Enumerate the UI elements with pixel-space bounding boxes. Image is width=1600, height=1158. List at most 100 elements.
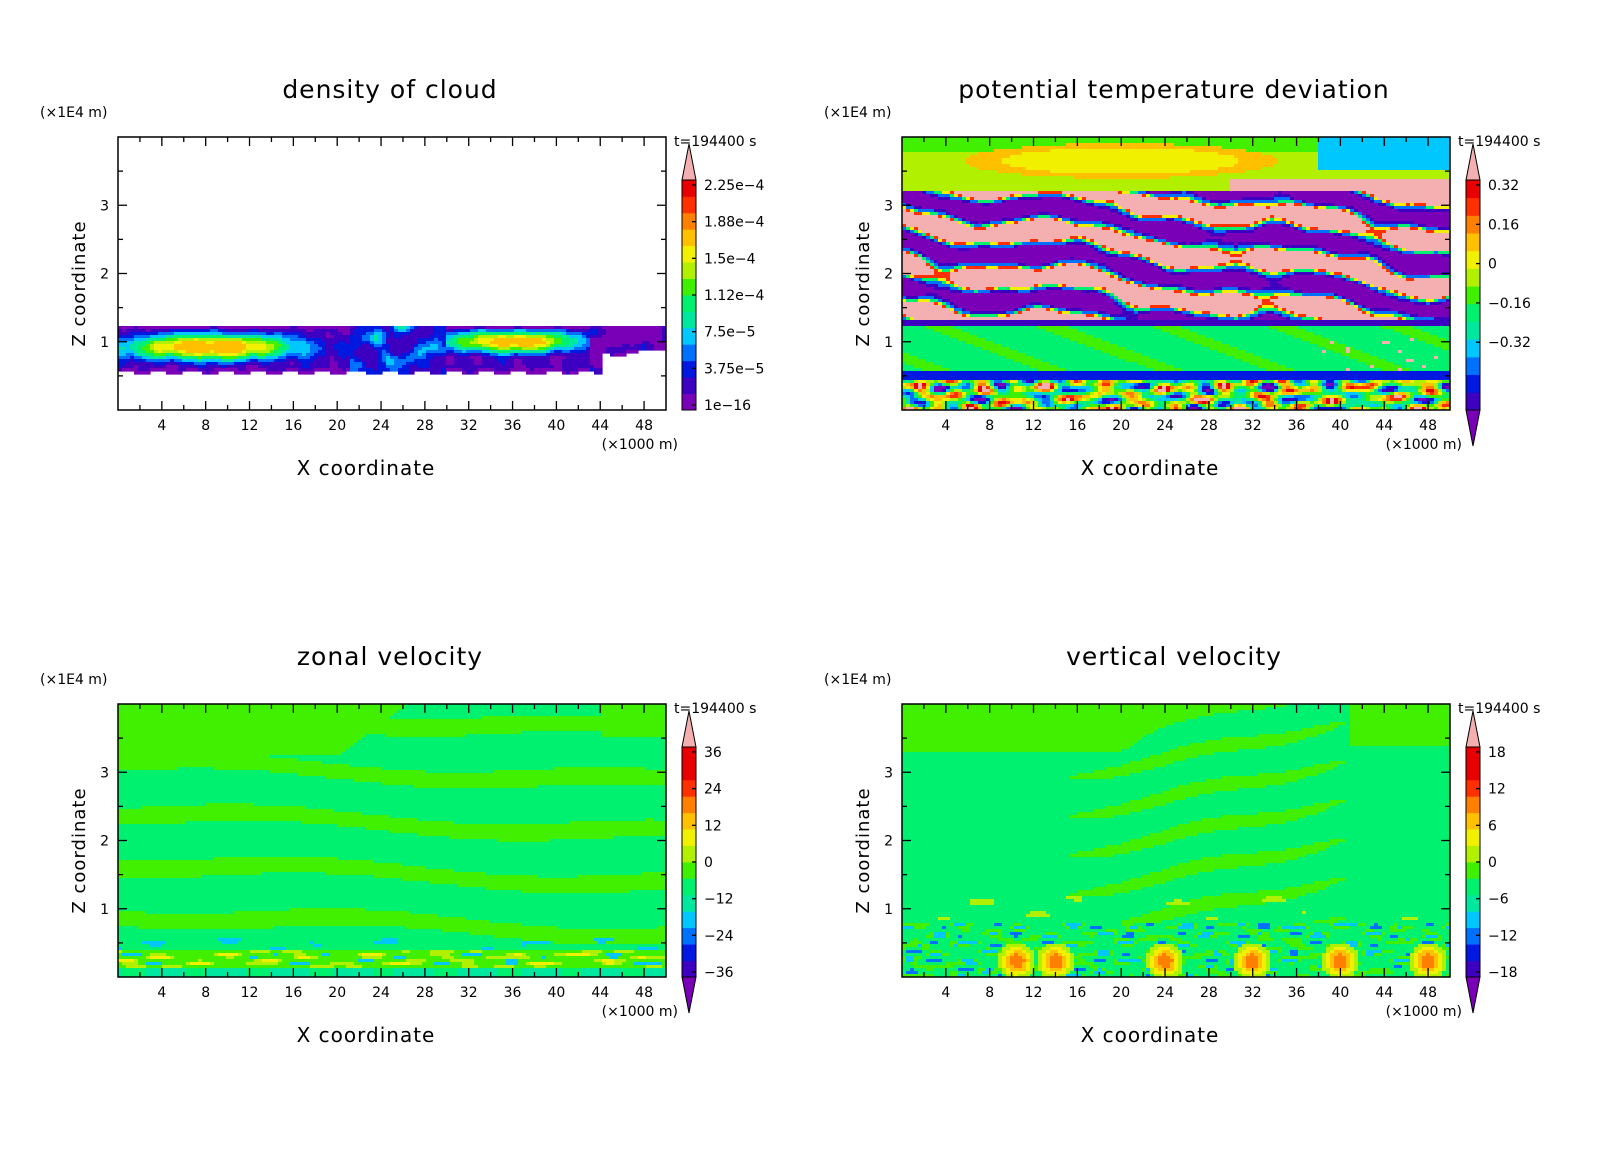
x-tick-label: 24 (372, 985, 390, 1001)
x-tick-label: 16 (1068, 418, 1086, 434)
x-tick-label: 28 (1200, 985, 1218, 1001)
x-tick-label: 48 (635, 418, 653, 434)
time-label: t=194400 s (1458, 701, 1540, 717)
x-tick-label: 12 (241, 985, 259, 1001)
colorbar-swatch (682, 960, 696, 978)
colorbar: 36 24 12 0 −12 −24 −36 (681, 710, 734, 1014)
colorbar-swatch (1466, 894, 1480, 912)
colorbar-swatch (1466, 303, 1480, 322)
colorbar-label: −12 (704, 892, 734, 908)
time-label: t=194400 s (674, 134, 756, 150)
y-tick-label: 2 (884, 267, 893, 283)
colorbar-label: 0 (1488, 855, 1497, 871)
x-tick-label: 48 (1419, 418, 1437, 434)
colorbar-label: −12 (1488, 928, 1518, 944)
y-tick-label: 3 (100, 198, 109, 214)
x-tick-label: 44 (591, 418, 609, 434)
x-tick-label: 4 (941, 985, 950, 1001)
x-tick-label: 16 (284, 985, 302, 1001)
x-tick-label: 12 (1025, 418, 1043, 434)
colorbar-label: 1.12e−4 (704, 288, 765, 304)
colorbar-label: 36 (704, 745, 722, 761)
x-unit-label: (×1000 m) (602, 1004, 678, 1020)
colorbar-swatch (1466, 763, 1480, 781)
y-tick-label: 3 (100, 765, 109, 781)
x-axis-label: X coordinate (1081, 456, 1220, 480)
y-tick-label: 2 (100, 834, 109, 850)
colorbar: 2.25e−4 1.88e−4 1.5e−4 1.12e−4 7.5e−5 3.75e−5… (681, 143, 765, 414)
chart-title: vertical velocity (1066, 642, 1282, 671)
colorbar-label: 7.5e−5 (704, 325, 756, 341)
x-tick-label: 4 (941, 418, 950, 434)
chart-title: density of cloud (282, 75, 497, 104)
x-tick-label: 40 (547, 985, 565, 1001)
colorbar-label: 3.75e−5 (704, 361, 764, 377)
x-tick-label: 44 (1375, 985, 1393, 1001)
x-tick-label: 24 (1156, 418, 1174, 434)
colorbar-swatch (1466, 845, 1480, 863)
y-tick-label: 1 (884, 335, 893, 351)
x-tick-label: 20 (1112, 418, 1130, 434)
colorbar-swatch (682, 779, 696, 797)
colorbar-swatch (682, 377, 696, 394)
colorbar-bottom-arrow (1465, 976, 1481, 1014)
y-tick-label: 1 (100, 335, 109, 351)
y-axis-label: Z coordinate (853, 220, 874, 346)
colorbar-swatch (682, 894, 696, 912)
colorbar-label: −0.32 (1488, 335, 1531, 351)
x-axis-label: X coordinate (297, 1023, 436, 1047)
x-tick-label: 40 (547, 418, 565, 434)
colorbar-swatch (1466, 215, 1480, 234)
y-tick-label: 1 (884, 902, 893, 918)
x-tick-label: 32 (460, 985, 478, 1001)
y-unit-label: (×1E4 m) (824, 105, 891, 121)
colorbar-label: 6 (1488, 818, 1497, 834)
colorbar-swatch (682, 311, 696, 329)
colorbar-label: −18 (1488, 965, 1518, 981)
x-tick-label: 4 (157, 985, 166, 1001)
colorbar-swatch (682, 262, 696, 279)
colorbar-swatch (682, 796, 696, 814)
y-unit-label: (×1E4 m) (824, 672, 891, 688)
chart-panel-vertical: vertical velocity (×1E4 m) t=194400 s 4 8 12 1… (824, 642, 1540, 1047)
y-axis-label: Z coordinate (853, 787, 874, 913)
x-tick-label: 48 (1419, 985, 1437, 1001)
colorbar-swatch (1466, 862, 1480, 879)
colorbar-swatch (682, 278, 696, 296)
colorbar-label: 12 (704, 818, 722, 834)
colorbar-swatch (682, 747, 696, 764)
colorbar-label: −24 (704, 928, 734, 944)
colorbar-label: 0 (704, 855, 713, 871)
y-tick-label: 3 (884, 765, 893, 781)
chart-panel-cloud: density of cloud(×1E4 m)t=194400 s4 8 12 16… (40, 75, 765, 480)
colorbar-swatch (1466, 339, 1480, 358)
colorbar-swatch (682, 180, 696, 197)
colorbar-label: 12 (1488, 782, 1506, 798)
colorbar-swatch (682, 927, 696, 945)
colorbar-label: 24 (704, 782, 722, 798)
x-tick-label: 28 (1200, 418, 1218, 434)
x-tick-label: 48 (635, 985, 653, 1001)
colorbar-swatch (1466, 878, 1480, 896)
x-tick-label: 4 (157, 418, 166, 434)
x-tick-label: 24 (1156, 985, 1174, 1001)
x-tick-label: 44 (591, 985, 609, 1001)
colorbar-swatch (682, 845, 696, 863)
colorbar-swatch (1466, 233, 1480, 252)
colorbar-swatch (1466, 944, 1480, 961)
x-unit-label: (×1000 m) (1386, 437, 1462, 453)
x-tick-label: 36 (504, 418, 522, 434)
colorbar-swatch (682, 327, 696, 345)
colorbar-bottom-arrow (681, 976, 697, 1014)
colorbar-label: 0 (1488, 257, 1497, 273)
contour-field (902, 137, 1450, 410)
colorbar-label: 18 (1488, 745, 1506, 761)
colorbar-swatch (1466, 779, 1480, 797)
x-tick-label: 8 (201, 985, 210, 1001)
colorbar-swatch (1466, 197, 1480, 216)
colorbar-swatch (682, 862, 696, 879)
colorbar-swatch (1466, 747, 1480, 764)
colorbar-swatch (1466, 268, 1480, 287)
colorbar-swatch (1466, 911, 1480, 929)
